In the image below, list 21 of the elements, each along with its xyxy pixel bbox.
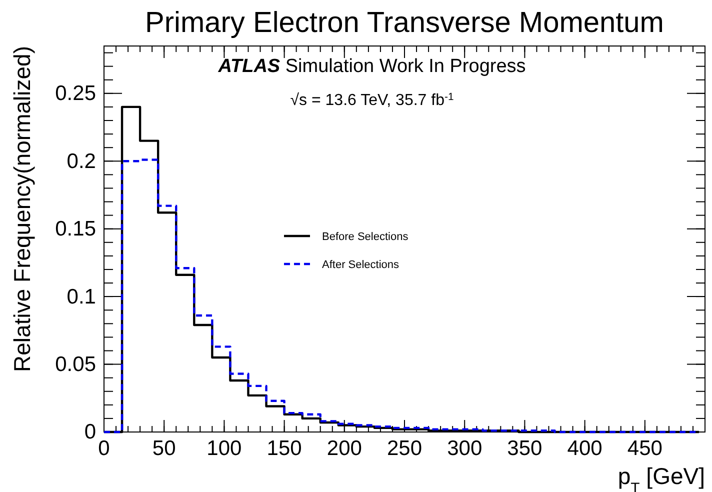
x-tick-label: 450 xyxy=(627,436,662,460)
x-tick-label: 50 xyxy=(152,436,176,460)
annotation: ATLAS Simulation Work In Progress xyxy=(217,56,526,77)
x-tick-label: 300 xyxy=(447,436,482,460)
chart-title: Primary Electron Transverse Momentum xyxy=(145,7,664,39)
x-tick-label: 150 xyxy=(266,436,302,460)
annotation: √s = 13.6 TeV, 35.7 fb$^{-1}$ xyxy=(290,92,454,109)
y-tick-label: 0.2 xyxy=(66,150,96,173)
y-tick-label: 0.25 xyxy=(55,82,96,106)
legend-label: After Selections xyxy=(322,258,400,271)
y-tick-label: 0.1 xyxy=(66,285,96,308)
legend-label: Before Selections xyxy=(322,230,409,243)
y-tick-label: 0.05 xyxy=(55,353,96,376)
y-axis-title: Relative Frequency(normalized) xyxy=(9,46,35,372)
x-tick-label: 200 xyxy=(326,436,362,460)
x-tick-label: 350 xyxy=(507,436,542,460)
x-tick-label: 100 xyxy=(206,436,242,460)
y-tick-label: 0 xyxy=(84,420,96,444)
x-tick-label: 250 xyxy=(386,436,422,460)
x-tick-label: 400 xyxy=(567,436,602,460)
y-tick-label: 0.15 xyxy=(55,218,96,241)
